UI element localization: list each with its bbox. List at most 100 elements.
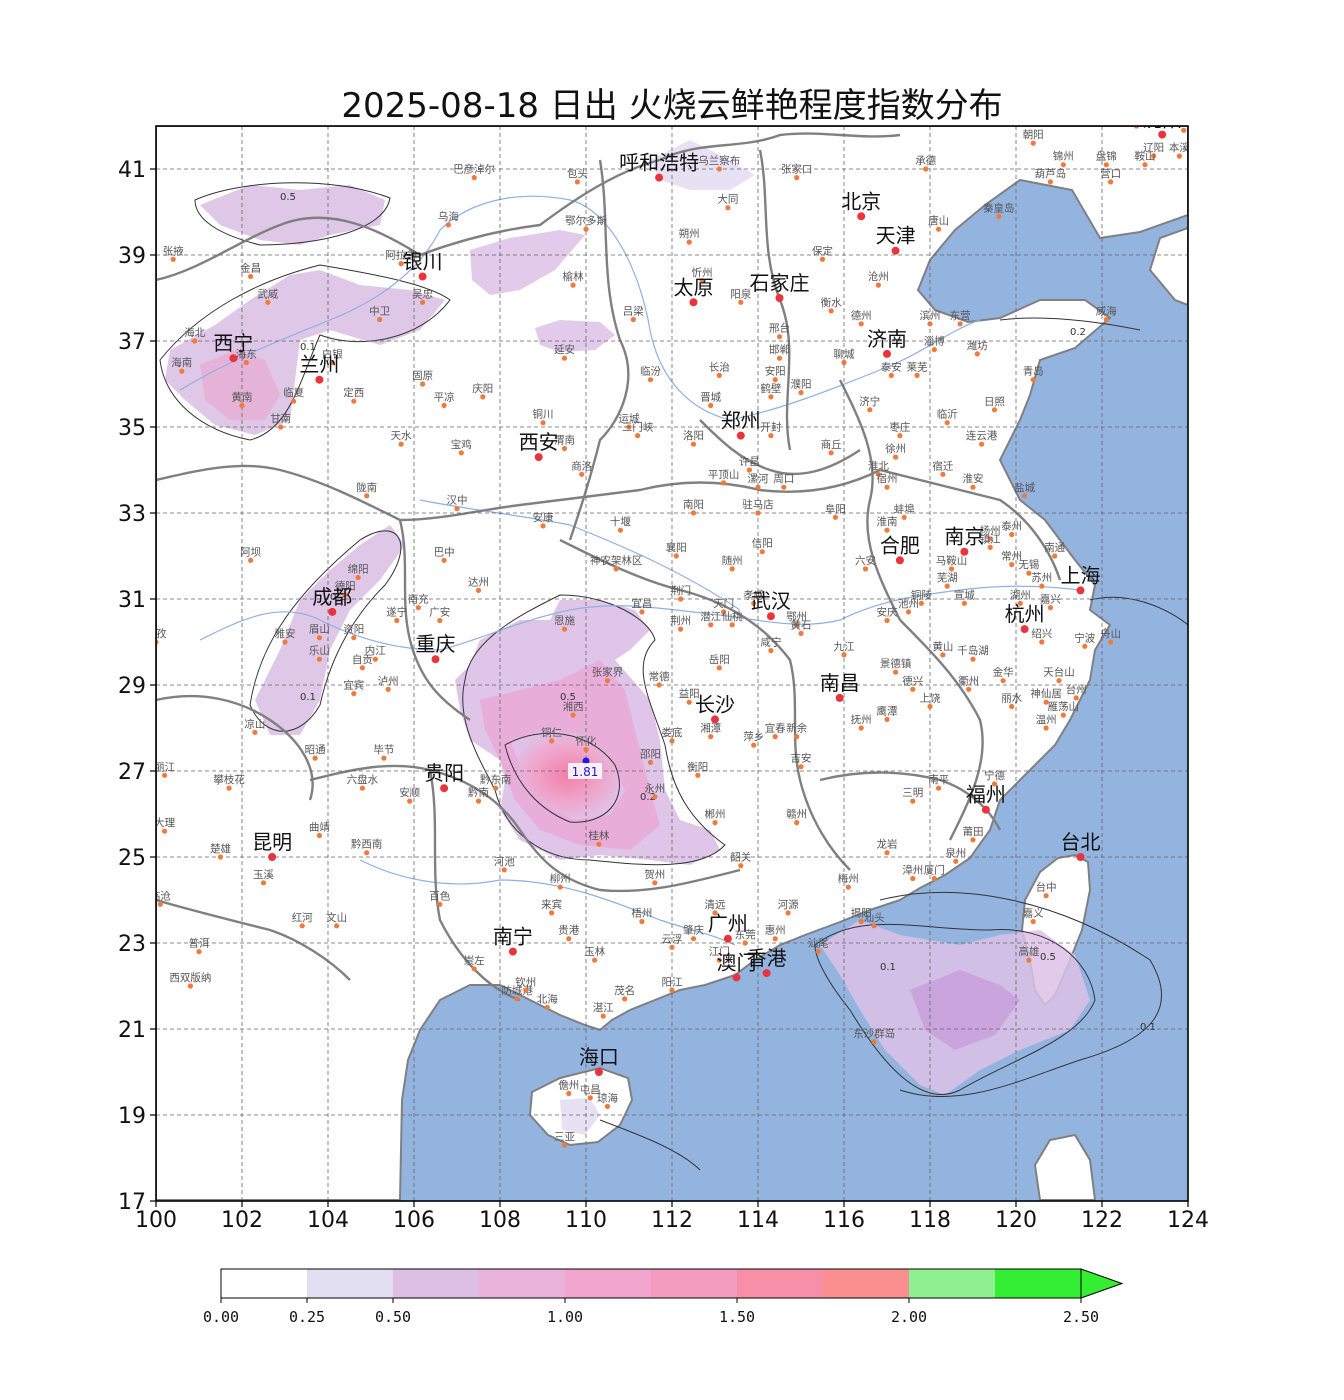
minor-city-dot	[549, 738, 555, 744]
lon-tick-label: 122	[1081, 1208, 1123, 1233]
colorbar-tick-label: 0.00	[203, 1308, 239, 1326]
minor-city-label: 厦门	[924, 864, 945, 877]
minor-city-dot	[669, 944, 675, 950]
minor-city-label: 南平	[928, 773, 949, 786]
minor-city-label: 徐州	[885, 442, 906, 455]
minor-city-label: 上饶	[920, 692, 941, 705]
minor-city-dot	[893, 454, 899, 460]
minor-city-label: 宜宾	[343, 679, 364, 692]
minor-city-dot	[931, 875, 937, 882]
minor-city-label: 陇南	[356, 481, 377, 494]
minor-city-dot	[905, 609, 912, 615]
minor-city-label: 渭南	[554, 434, 575, 447]
colorbar-bin	[307, 1269, 394, 1298]
minor-city-label: 玉溪	[253, 869, 274, 881]
max-value-label: 1.81	[572, 765, 599, 779]
minor-city-dot	[678, 626, 684, 632]
border-line	[398, 519, 471, 721]
minor-city-label: 天门	[713, 597, 734, 610]
colorbar-bin	[393, 1269, 480, 1298]
border-line	[559, 538, 851, 871]
minor-city-dot	[686, 239, 692, 245]
minor-city-label: 娄底	[662, 726, 683, 739]
minor-city-dot	[265, 299, 271, 305]
minor-city-dot	[690, 936, 697, 942]
minor-city-dot	[871, 923, 877, 929]
lon-tick-label: 124	[1167, 1208, 1209, 1233]
minor-city-dot	[544, 1004, 550, 1011]
minor-city-dot	[1073, 695, 1079, 701]
major-city-label: 南京	[944, 525, 984, 549]
contour-value-label: 0.1	[1140, 1022, 1156, 1033]
minor-city-label: 辽阳	[1143, 142, 1164, 154]
contour-value-label: 0.1	[880, 962, 896, 973]
minor-city-dot	[815, 949, 821, 955]
minor-city-label: 南阳	[683, 498, 704, 511]
minor-city-dot	[179, 368, 185, 374]
major-city-dot	[775, 294, 784, 302]
minor-city-dot	[441, 557, 447, 563]
major-city-dot	[891, 246, 900, 255]
minor-city-dot	[1103, 162, 1109, 168]
minor-city-dot	[583, 746, 589, 753]
minor-city-label: 黔东南	[480, 773, 512, 786]
major-city-label: 天津	[876, 224, 916, 248]
minor-city-label: 潜江	[700, 610, 721, 623]
minor-city-dot	[936, 226, 942, 232]
major-city-dot	[857, 212, 866, 221]
minor-city-dot	[699, 278, 705, 284]
contour-value-label: 0.2	[1070, 327, 1086, 338]
minor-city-dot	[1022, 493, 1028, 499]
hotspot-ningxia	[470, 230, 585, 295]
minor-city-dot	[1009, 531, 1015, 538]
minor-city-dot	[377, 316, 383, 323]
border-line	[428, 769, 521, 1002]
major-city-dot	[534, 453, 543, 462]
minor-city-label: 德兴	[902, 674, 923, 687]
major-city-dot	[418, 272, 427, 281]
minor-city-label: 忻州	[692, 266, 713, 279]
minor-city-dot	[566, 936, 572, 942]
minor-city-dot	[437, 617, 443, 624]
minor-city-label: 泰安	[881, 360, 902, 373]
major-city-label: 重庆	[416, 632, 456, 656]
minor-city-label: 梅州	[838, 872, 859, 885]
minor-city-dot	[931, 347, 937, 353]
minor-city-dot	[398, 441, 404, 447]
minor-city-label: 商丘	[821, 438, 842, 451]
major-city-label: 成都	[312, 585, 352, 609]
minor-city-label: 营口	[1100, 167, 1121, 180]
minor-city-label: 泉州	[945, 846, 966, 859]
major-city-label: 贵阳	[424, 761, 464, 785]
minor-city-dot	[316, 832, 322, 839]
contour-value-label: 0.5	[280, 192, 296, 203]
major-city-label: 合肥	[880, 533, 920, 557]
minor-city-dot	[858, 918, 864, 925]
minor-city-dot	[1060, 162, 1066, 168]
minor-city-dot	[768, 394, 774, 400]
minor-city-label: 潍坊	[967, 339, 988, 352]
minor-city-label: 榆林	[563, 270, 584, 283]
minor-city-label: 聊城	[834, 348, 855, 361]
minor-city-label: 连云港	[966, 429, 998, 442]
minor-city-dot	[875, 471, 882, 477]
minor-city-dot	[1026, 570, 1032, 576]
minor-city-label: 漯河	[748, 473, 769, 485]
minor-city-dot	[927, 321, 933, 327]
minor-city-label: 萍乡	[743, 731, 764, 743]
minor-city-dot	[772, 734, 778, 740]
minor-city-dot	[772, 936, 778, 942]
minor-city-label: 黔西南	[351, 838, 383, 851]
minor-city-label: 大理	[154, 816, 175, 829]
major-city-dot	[736, 431, 745, 440]
minor-city-label: 长治	[709, 360, 730, 373]
major-city-dot	[440, 784, 449, 793]
minor-city-dot	[690, 510, 697, 516]
minor-city-dot	[226, 785, 232, 791]
minor-city-label: 商洛	[571, 459, 592, 472]
minor-city-dot	[828, 450, 834, 456]
border-line	[879, 468, 1062, 581]
minor-city-label: 巴彦淖尔	[453, 163, 495, 176]
minor-city-dot	[910, 798, 916, 804]
minor-city-label: 金昌	[240, 262, 261, 275]
